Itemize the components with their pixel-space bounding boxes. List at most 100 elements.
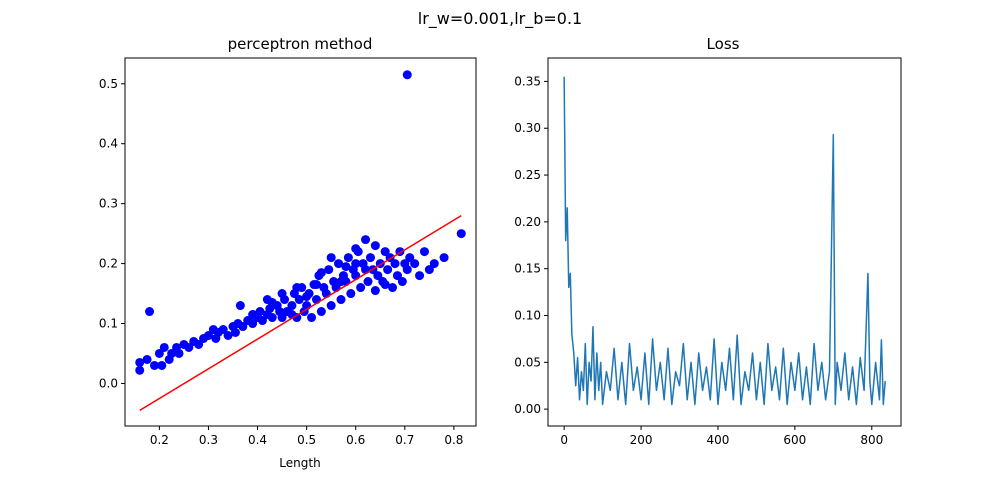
scatter-point xyxy=(292,283,302,293)
scatter-point xyxy=(424,265,434,275)
scatter-point xyxy=(370,241,380,251)
scatter-ticks: 0.2 0.3 0.4 0.5 0.6 0.7 0.8 0.0 0.1 0.2 0.3 0.4 0.5 xyxy=(99,77,464,447)
scatter-point xyxy=(429,259,439,269)
scatter-point xyxy=(248,310,258,320)
scatter-xtick-label: 0.4 xyxy=(248,433,267,447)
scatter-point xyxy=(157,360,167,370)
scatter-xlabel: Length xyxy=(279,456,320,470)
loss-ytick-label: 0.35 xyxy=(514,74,541,88)
scatter-point xyxy=(194,339,204,349)
scatter-point xyxy=(287,301,297,311)
scatter-point xyxy=(257,316,267,326)
scatter-point xyxy=(235,301,245,311)
scatter-point xyxy=(184,342,194,352)
scatter-point xyxy=(326,301,336,311)
scatter-point xyxy=(174,348,184,358)
scatter-point xyxy=(383,265,393,275)
scatter-point xyxy=(343,253,353,263)
scatter-point xyxy=(397,277,407,287)
loss-frame xyxy=(547,57,902,427)
scatter-point xyxy=(311,280,321,290)
scatter-point xyxy=(402,265,412,275)
scatter-point xyxy=(159,342,169,352)
loss-ticks: 0 200 400 600 800 0.00 0.05 0.10 0.15 0.20 0.25 0.3… xyxy=(514,74,883,447)
scatter-point xyxy=(392,271,402,281)
scatter-point xyxy=(135,365,145,375)
scatter-point xyxy=(167,348,177,358)
scatter-title: perceptron method xyxy=(228,35,373,53)
scatter-frame xyxy=(124,57,477,427)
loss-title: Loss xyxy=(707,35,740,53)
loss-ytick-label: 0.25 xyxy=(514,168,541,182)
scatter-point xyxy=(203,330,213,340)
scatter-point xyxy=(334,259,344,269)
scatter-point xyxy=(135,357,145,367)
scatter-plot-area xyxy=(135,70,466,412)
scatter-point xyxy=(142,354,152,364)
scatter-point xyxy=(336,295,346,305)
scatter-point xyxy=(380,280,390,290)
scatter-xtick-label: 0.5 xyxy=(297,433,316,447)
scatter-point xyxy=(363,277,373,287)
scatter-point xyxy=(341,262,351,272)
scatter-point xyxy=(356,283,366,293)
scatter-xtick-label: 0.6 xyxy=(346,433,365,447)
scatter-point xyxy=(267,313,277,323)
scatter-xtick-label: 0.8 xyxy=(444,433,463,447)
loss-ytick-label: 0.20 xyxy=(514,215,541,229)
scatter-point xyxy=(302,292,312,302)
scatter-point xyxy=(351,244,361,254)
scatter-ytick-label: 0.0 xyxy=(99,376,118,390)
loss-series-line xyxy=(563,76,886,406)
loss-ytick-label: 0.00 xyxy=(514,402,541,416)
loss-xtick-label: 400 xyxy=(707,433,730,447)
loss-xtick-label: 0 xyxy=(560,433,568,447)
scatter-point xyxy=(277,313,287,323)
scatter-xtick-label: 0.3 xyxy=(199,433,218,447)
loss-xtick-label: 200 xyxy=(630,433,653,447)
scatter-ytick-label: 0.5 xyxy=(99,77,118,91)
scatter-point xyxy=(324,265,334,275)
scatter-point xyxy=(365,253,375,263)
scatter-ytick-label: 0.2 xyxy=(99,257,118,271)
scatter-point xyxy=(326,253,336,263)
scatter-point xyxy=(388,283,398,293)
scatter-point xyxy=(380,247,390,257)
loss-ytick-label: 0.30 xyxy=(514,121,541,135)
scatter-point xyxy=(370,286,380,296)
scatter-point xyxy=(390,259,400,269)
loss-plot-area xyxy=(563,76,886,406)
scatter-point xyxy=(255,307,265,317)
scatter-ytick-label: 0.4 xyxy=(99,137,118,151)
scatter-point xyxy=(267,298,277,308)
scatter-point xyxy=(336,277,346,287)
scatter-xtick-label: 0.7 xyxy=(395,433,414,447)
scatter-point xyxy=(439,253,449,263)
scatter-point xyxy=(405,253,415,263)
loss-ytick-label: 0.15 xyxy=(514,262,541,276)
loss-axes: Loss 0 200 400 600 800 0.00 0.05 0.10 0.15 0.20 0.… xyxy=(514,35,902,447)
scatter-ytick-label: 0.1 xyxy=(99,317,118,331)
scatter-point xyxy=(410,259,420,269)
loss-xtick-label: 600 xyxy=(783,433,806,447)
scatter-point xyxy=(316,268,326,278)
scatter-point xyxy=(307,313,317,323)
scatter-point xyxy=(230,328,240,338)
scatter-point xyxy=(154,348,164,358)
scatter-point xyxy=(248,319,258,329)
scatter-point xyxy=(351,259,361,269)
scatter-point xyxy=(223,330,233,340)
scatter-point xyxy=(361,235,371,245)
scatter-point xyxy=(277,289,287,299)
scatter-point xyxy=(238,322,248,332)
scatter-point xyxy=(218,325,228,335)
regression-line xyxy=(139,214,462,412)
scatter-point xyxy=(316,307,326,317)
scatter-point xyxy=(402,70,412,80)
scatter-point xyxy=(415,271,425,281)
loss-ytick-label: 0.10 xyxy=(514,309,541,323)
scatter-point xyxy=(294,295,304,305)
figure-suptitle: lr_w=0.001,lr_b=0.1 xyxy=(418,9,582,29)
